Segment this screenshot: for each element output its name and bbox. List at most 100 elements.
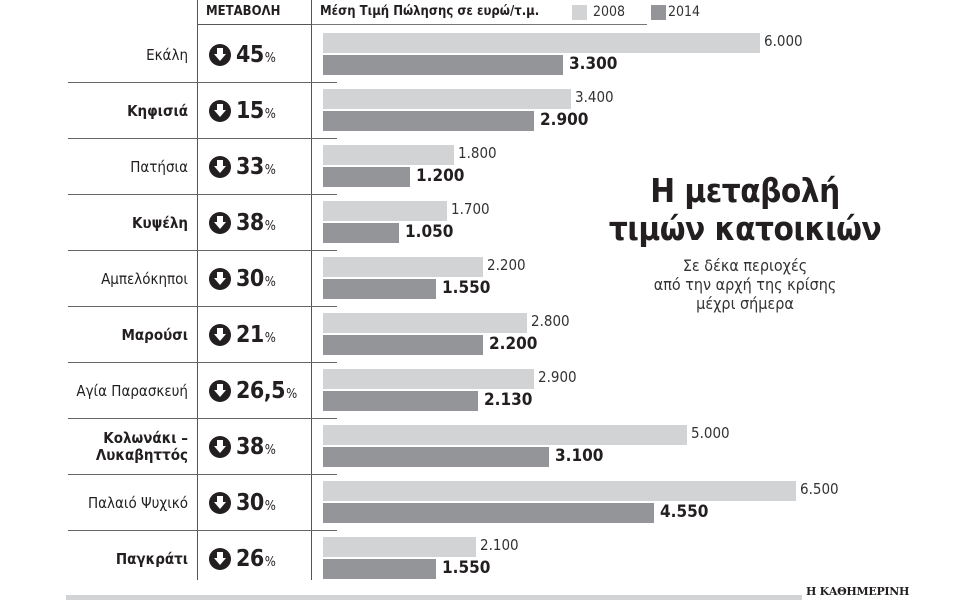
- bar-2008: [323, 313, 527, 333]
- header-divider: [311, 24, 647, 25]
- change-value: 33: [236, 154, 264, 180]
- change-cell: 30 %: [209, 475, 276, 531]
- value-2014: 1.200: [416, 166, 465, 186]
- table-row: Αμπελόκηποι 30 % 2.200 1.550: [0, 251, 960, 307]
- change-value: 21: [236, 322, 264, 348]
- column-divider: [197, 0, 198, 580]
- change-value: 26: [236, 546, 264, 572]
- chart-subtitle: Σε δέκα περιοχές από την αρχή της κρίσης…: [600, 256, 890, 313]
- bar-2014: [323, 279, 436, 299]
- bar-2008: [323, 257, 483, 277]
- percent-sign: %: [264, 218, 276, 234]
- legend-2014: 2014: [651, 4, 700, 20]
- value-2014: 1.550: [442, 278, 491, 298]
- area-name-line: Κολωνάκι –: [103, 429, 188, 447]
- change-cell: 15 %: [209, 83, 276, 139]
- bar-2014: [323, 503, 654, 523]
- value-2008: 2.100: [480, 536, 519, 554]
- row-divider: [68, 306, 337, 307]
- area-name: Αμπελόκηποι: [101, 269, 188, 288]
- change-cell: 26 %: [209, 531, 276, 587]
- table-row: Κολωνάκι – Λυκαβηττός 38 % 5.000 3.100: [0, 419, 960, 475]
- arrow-down-circle-icon: [209, 380, 231, 402]
- row-divider: [68, 194, 337, 195]
- header-divider: [198, 24, 335, 25]
- bar-2008: [323, 201, 447, 221]
- area-name: Κηφισιά: [127, 101, 188, 120]
- row-divider: [68, 474, 337, 475]
- bar-2014: [323, 335, 483, 355]
- arrow-down-circle-icon: [209, 548, 231, 570]
- value-2014: 2.200: [489, 334, 538, 354]
- change-value: 38: [236, 210, 264, 236]
- area-name: Κυψέλη: [132, 213, 188, 232]
- value-2008: 6.500: [800, 480, 839, 498]
- change-cell: 38 %: [209, 419, 276, 475]
- value-2008: 2.200: [487, 256, 526, 274]
- change-cell: 30 %: [209, 251, 276, 307]
- area-name: Μαρούσι: [121, 325, 188, 344]
- value-2014: 2.900: [540, 110, 589, 130]
- row-divider: [68, 530, 337, 531]
- bar-2014: [323, 111, 534, 131]
- change-cell: 21 %: [209, 307, 276, 363]
- table-row: Μαρούσι 21 % 2.800 2.200: [0, 307, 960, 363]
- subtitle-line: Σε δέκα περιοχές: [682, 256, 808, 275]
- title-line: τιμών κατοικιών: [608, 209, 882, 248]
- table-row: Παγκράτι 26 % 2.100 1.550: [0, 531, 960, 587]
- legend-swatch-2014-icon: [651, 4, 666, 20]
- percent-sign: %: [264, 330, 276, 346]
- legend-label: 2008: [593, 4, 626, 20]
- value-2014: 2.130: [484, 390, 533, 410]
- legend-label: 2014: [668, 4, 701, 20]
- title-line: Η μεταβολή: [650, 171, 840, 210]
- area-name: Αγία Παρασκευή: [76, 381, 188, 400]
- value-2008: 3.400: [575, 88, 614, 106]
- change-value: 38: [236, 434, 264, 460]
- bar-2014: [323, 223, 399, 243]
- area-name: Κολωνάκι – Λυκαβηττός: [96, 419, 188, 475]
- bar-2014: [323, 447, 549, 467]
- row-divider: [68, 362, 337, 363]
- area-name-line: Λυκαβηττός: [95, 446, 188, 464]
- bar-2008: [323, 89, 571, 109]
- change-value: 26,5: [236, 378, 286, 404]
- table-row: Κηφισιά 15 % 3.400 2.900: [0, 83, 960, 139]
- bar-2014: [323, 559, 436, 579]
- arrow-down-circle-icon: [209, 44, 231, 66]
- percent-sign: %: [264, 554, 276, 570]
- bar-2008: [323, 369, 534, 389]
- row-divider: [68, 82, 337, 83]
- table-row: Κυψέλη 38 % 1.700 1.050: [0, 195, 960, 251]
- header-change-label: ΜΕΤΑΒΟΛΗ: [206, 4, 281, 19]
- value-2014: 3.100: [555, 446, 604, 466]
- value-2014: 3.300: [569, 54, 618, 74]
- table-row: Εκάλη 45 % 6.000 3.300: [0, 27, 960, 83]
- change-cell: 26,5 %: [209, 363, 297, 419]
- bar-2014: [323, 391, 478, 411]
- legend-swatch-2008-icon: [572, 4, 587, 20]
- change-value: 30: [236, 266, 264, 292]
- table-row: Παλαιό Ψυχικό 30 % 6.500 4.550: [0, 475, 960, 531]
- arrow-down-circle-icon: [209, 492, 231, 514]
- arrow-down-circle-icon: [209, 324, 231, 346]
- value-2008: 1.700: [451, 200, 490, 218]
- column-divider: [311, 0, 312, 580]
- percent-sign: %: [286, 386, 298, 402]
- value-2008: 5.000: [691, 424, 730, 442]
- percent-sign: %: [264, 442, 276, 458]
- arrow-down-circle-icon: [209, 212, 231, 234]
- bar-2008: [323, 537, 476, 557]
- bar-2008: [323, 33, 760, 53]
- arrow-down-circle-icon: [209, 100, 231, 122]
- row-divider: [68, 418, 337, 419]
- arrow-down-circle-icon: [209, 156, 231, 178]
- change-cell: 38 %: [209, 195, 276, 251]
- footer-bar: [66, 595, 802, 600]
- change-cell: 45 %: [209, 27, 276, 83]
- bar-2014: [323, 55, 563, 75]
- arrow-down-circle-icon: [209, 268, 231, 290]
- percent-sign: %: [264, 498, 276, 514]
- value-2014: 4.550: [660, 502, 709, 522]
- row-divider: [68, 138, 337, 139]
